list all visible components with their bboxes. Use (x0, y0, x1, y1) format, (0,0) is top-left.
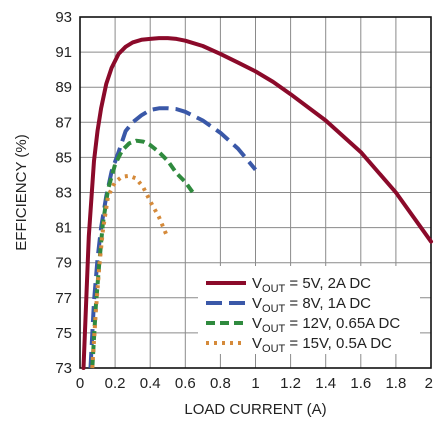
y-tick-label: 81 (55, 220, 72, 237)
y-tick-label: 93 (55, 9, 72, 26)
x-tick-label: 0.2 (105, 375, 126, 392)
y-tick-label: 85 (55, 149, 72, 166)
x-tick-label: 0.8 (210, 375, 231, 392)
y-tick-labels: 73 75 77 79 81 83 85 87 89 91 93 (55, 9, 72, 377)
x-axis-title: LOAD CURRENT (A) (184, 401, 326, 418)
legend-label: VOUT = 5V, 2A DC (252, 275, 371, 295)
x-tick-label: 1.6 (350, 375, 371, 392)
legend-label: VOUT = 12V, 0.65A DC (252, 315, 400, 335)
x-tick-label: 1.8 (385, 375, 406, 392)
series-line-vout-5v-2a-dc (81, 36, 433, 370)
x-tick-label: 1.4 (315, 375, 336, 392)
y-tick-label: 79 (55, 255, 72, 272)
x-tick-label: 0 (76, 375, 84, 392)
x-tick-label: 1 (251, 375, 259, 392)
legend-label: VOUT = 8V, 1A DC (252, 295, 371, 315)
x-tick-label: 0.4 (140, 375, 161, 392)
x-tick-label: 2 (425, 375, 433, 392)
y-tick-label: 77 (55, 290, 72, 307)
y-tick-label: 73 (55, 360, 72, 377)
y-tick-label: 83 (55, 185, 72, 202)
x-tick-label: 0.6 (175, 375, 196, 392)
plot-frame (79, 16, 432, 369)
legend-background (198, 266, 420, 354)
y-tick-label: 87 (55, 114, 72, 131)
y-tick-label: 89 (55, 79, 72, 96)
x-tick-label: 1.2 (280, 375, 301, 392)
y-tick-label: 75 (55, 325, 72, 342)
y-tick-label: 91 (55, 44, 72, 61)
x-tick-labels: 0 0.2 0.4 0.6 0.8 1 1.2 1.4 1.6 1.8 2 (76, 375, 433, 392)
series-lines (81, 36, 433, 370)
series-line-vout-12v-0-65a-dc (90, 138, 196, 369)
y-axis-title: EFFICIENCY (%) (13, 134, 30, 250)
legend-label: VOUT = 15V, 0.5A DC (252, 335, 392, 355)
